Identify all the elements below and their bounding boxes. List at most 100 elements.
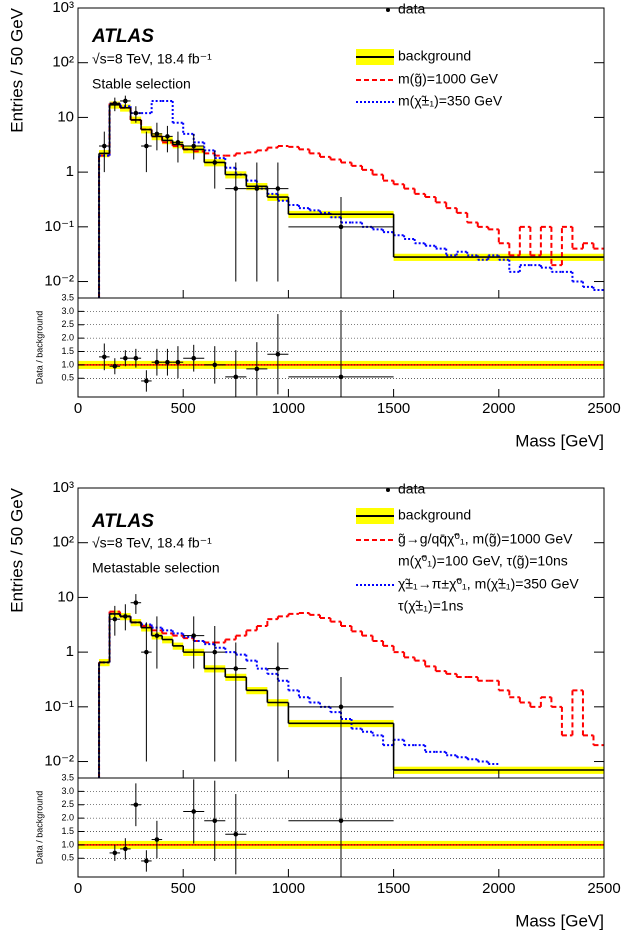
y-tick-label: 1 (66, 643, 74, 660)
data-point (133, 600, 139, 606)
y-tick-label: 10 (57, 108, 74, 125)
ratio-y-tick-label: 2.0 (61, 333, 74, 343)
y-tick-label: 10⁻¹ (44, 698, 74, 715)
ratio-frame (77, 777, 605, 878)
ratio-point (123, 846, 128, 852)
data-point (133, 110, 139, 116)
ratio-point (212, 818, 218, 824)
main-plot (98, 594, 604, 778)
x-tick-label: 500 (171, 880, 196, 897)
ratio-y-axis-label: Data / background (34, 311, 44, 385)
data-point (254, 186, 260, 191)
ratio-y-tick-label: 3.5 (61, 292, 74, 302)
x-axis-label: Mass [GeV] (515, 431, 604, 450)
ratio-point (165, 359, 170, 365)
data-point (154, 633, 160, 638)
y-axis-label: Entries / 50 GeV (7, 487, 26, 612)
ratio-y-tick-label: 2.0 (61, 813, 74, 823)
legend-marker-data (386, 488, 390, 492)
legend-label: background (398, 48, 471, 64)
legend-marker-data (386, 8, 390, 12)
y-tick-label: 10⁻² (44, 753, 74, 770)
x-tick-label: 0 (74, 400, 82, 417)
legend-label: g̃→g/qq̄χ̃⁰₁, m(g̃)=1000 GeV (398, 531, 573, 547)
y-tick-label: 10³ (52, 479, 74, 496)
ratio-point (102, 354, 107, 360)
ratio-point (154, 359, 160, 365)
legend-label: data (398, 1, 425, 17)
selection-label: Stable selection (92, 76, 191, 92)
data-point (233, 666, 239, 671)
ratio-y-tick-label: 1.5 (61, 346, 74, 356)
data-point (191, 633, 197, 638)
legend-label: τ(χ̃±₁)=1ns (398, 598, 463, 614)
data-point (154, 131, 160, 137)
y-axis-label: Entries / 50 GeV (7, 7, 26, 132)
ratio-y-tick-label: 3.0 (61, 786, 74, 796)
y-tick-label: 1 (66, 163, 74, 180)
ratio-y-tick-label: 3.0 (61, 306, 74, 316)
legend-label: m(χ̃±₁)=350 GeV (398, 93, 503, 109)
data-point (144, 143, 149, 149)
y-tick-label: 10⁻² (44, 273, 74, 290)
data-point (233, 186, 239, 191)
ratio-point (212, 362, 218, 368)
ratio-point (154, 837, 160, 842)
energy-label: √s=8 TeV, 18.4 fb⁻¹ (92, 51, 212, 67)
data-point (102, 143, 107, 149)
x-tick-label: 1500 (377, 880, 410, 897)
ratio-y-tick-label: 3.5 (61, 772, 74, 782)
ratio-plot (78, 310, 604, 397)
ratio-point (144, 378, 149, 384)
ratio-frame (77, 297, 605, 398)
ratio-point (112, 363, 118, 369)
data-point (123, 614, 128, 619)
data-point (112, 101, 118, 106)
data-point (175, 140, 181, 145)
experiment-label: ATLAS (91, 511, 154, 532)
y-tick-label: 10² (52, 534, 74, 551)
ratio-point (133, 355, 139, 361)
x-tick-label: 500 (171, 400, 196, 417)
energy-label: √s=8 TeV, 18.4 fb⁻¹ (92, 535, 212, 551)
ratio-y-tick-label: 2.5 (61, 319, 74, 329)
ratio-point (254, 366, 260, 372)
legend-label: m(g̃)=1000 GeV (398, 71, 499, 87)
ratio-point (191, 809, 197, 814)
ratio-point (233, 831, 239, 837)
ratio-y-tick-label: 1.5 (61, 826, 74, 836)
data-point (338, 704, 344, 710)
y-tick-label: 10² (52, 54, 74, 71)
ratio-point (112, 850, 118, 856)
ratio-y-tick-label: 1.0 (61, 359, 74, 369)
x-tick-label: 2500 (587, 400, 620, 417)
legend-label: background (398, 507, 471, 523)
selection-label: Metastable selection (92, 560, 220, 576)
data-point (165, 134, 170, 139)
ratio-point (175, 359, 181, 365)
data-point (275, 186, 281, 191)
legend-label: χ̃±₁→π±χ̃⁰₁, m(χ̃±₁)=350 GeV (398, 576, 579, 592)
ratio-point (123, 355, 128, 361)
x-tick-label: 2000 (482, 880, 515, 897)
data-point (112, 616, 118, 622)
ratio-point (275, 351, 281, 357)
data-point (275, 666, 281, 671)
data-point (212, 649, 218, 655)
data-point (191, 143, 197, 149)
legend-label: m(χ̃⁰₁)=100 GeV, τ(g̃)=10ns (398, 553, 568, 569)
x-axis-label: Mass [GeV] (515, 911, 604, 930)
y-tick-label: 10 (57, 588, 74, 605)
ratio-point (191, 355, 197, 361)
data-point (144, 649, 149, 655)
x-tick-label: 1500 (377, 400, 410, 417)
ratio-point (338, 818, 344, 824)
data-point (338, 224, 344, 230)
x-tick-label: 1000 (272, 880, 305, 897)
x-tick-label: 1000 (272, 400, 305, 417)
x-tick-label: 2000 (482, 400, 515, 417)
ratio-y-tick-label: 0.5 (61, 373, 74, 383)
data-point (212, 160, 218, 165)
